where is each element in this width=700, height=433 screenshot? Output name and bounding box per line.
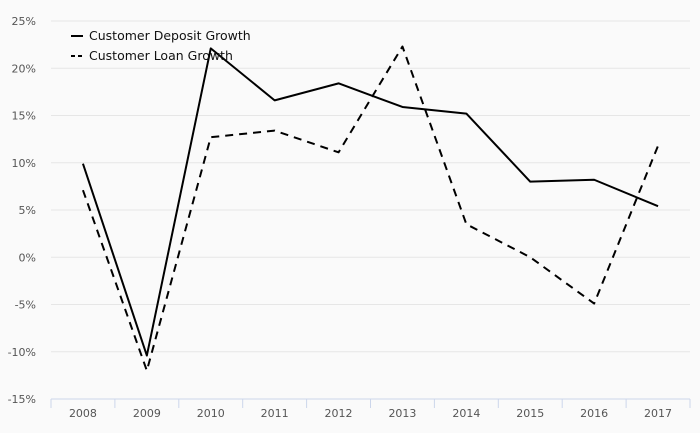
x-tick-label: 2013: [388, 407, 416, 420]
legend-label-deposit: Customer Deposit Growth: [89, 28, 251, 43]
x-axis: 2008 2009 2010 2011 2012 2013 2014 2015 2016 2017: [50, 398, 691, 420]
legend-label-loan: Customer Loan Growth: [89, 48, 233, 63]
x-tick-label: 2017: [644, 407, 672, 420]
series-line-deposit[interactable]: [82, 47, 659, 357]
y-tick-label: -10%: [8, 346, 36, 359]
x-tick-label: 2014: [452, 407, 480, 420]
y-tick-label: -15%: [8, 393, 36, 406]
y-tick-label: 20%: [12, 62, 36, 75]
y-tick-label: -5%: [15, 299, 36, 312]
series-lines: [82, 45, 659, 372]
legend: Customer Deposit Growth Customer Loan Gr…: [71, 28, 251, 63]
y-tick-label: 5%: [19, 204, 36, 217]
x-tick-label: 2009: [133, 407, 161, 420]
legend-item-deposit[interactable]: Customer Deposit Growth: [71, 28, 251, 43]
x-tick-label: 2015: [516, 407, 544, 420]
y-tick-label: 10%: [12, 157, 36, 170]
x-tick-label: 2008: [69, 407, 97, 420]
legend-item-loan[interactable]: Customer Loan Growth: [71, 48, 233, 63]
y-axis: 25% 20% 15% 10% 5% 0% -5% -10% -15%: [8, 15, 36, 406]
y-tick-label: 25%: [12, 15, 36, 28]
x-tick-label: 2011: [261, 407, 289, 420]
x-tick-label: 2012: [325, 407, 353, 420]
x-tick-label: 2010: [197, 407, 225, 420]
y-tick-label: 0%: [19, 251, 36, 264]
x-tick-label: 2016: [580, 407, 608, 420]
y-tick-label: 15%: [12, 110, 36, 123]
series-line-loan[interactable]: [82, 45, 659, 372]
